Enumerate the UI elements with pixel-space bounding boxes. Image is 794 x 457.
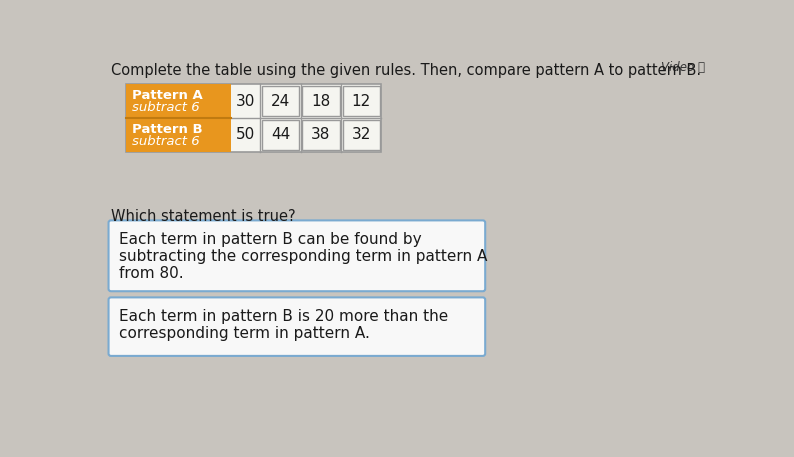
Text: subtract 6: subtract 6 [132, 101, 199, 114]
Text: Video ⓥ: Video ⓥ [661, 61, 705, 74]
Bar [126, 118, 231, 152]
Text: Each term in pattern B can be found by: Each term in pattern B can be found by [118, 232, 422, 247]
Text: subtract 6: subtract 6 [132, 135, 199, 148]
Text: Pattern A: Pattern A [132, 90, 202, 102]
Text: 24: 24 [271, 94, 291, 109]
Bar [342, 120, 380, 149]
Bar [126, 84, 381, 152]
Text: corresponding term in pattern A.: corresponding term in pattern A. [118, 326, 369, 341]
Bar [126, 84, 231, 118]
Text: 12: 12 [352, 94, 371, 109]
Text: Which statement is true?: Which statement is true? [111, 209, 295, 224]
Text: 50: 50 [236, 128, 256, 143]
Text: Each term in pattern B is 20 more than the: Each term in pattern B is 20 more than t… [118, 309, 448, 324]
FancyBboxPatch shape [109, 298, 485, 356]
Text: 38: 38 [311, 128, 330, 143]
Bar [262, 86, 299, 116]
Text: from 80.: from 80. [118, 266, 183, 281]
Text: 30: 30 [236, 94, 256, 109]
FancyBboxPatch shape [109, 220, 485, 291]
Text: 44: 44 [271, 128, 291, 143]
Bar [342, 86, 380, 116]
Bar [303, 120, 340, 149]
Bar [303, 86, 340, 116]
Text: Complete the table using the given rules. Then, compare pattern A to pattern B.: Complete the table using the given rules… [111, 63, 701, 78]
Bar [262, 120, 299, 149]
Text: 18: 18 [311, 94, 330, 109]
Text: subtracting the corresponding term in pattern A: subtracting the corresponding term in pa… [118, 249, 487, 264]
Text: 32: 32 [352, 128, 371, 143]
Text: Pattern B: Pattern B [132, 123, 202, 136]
